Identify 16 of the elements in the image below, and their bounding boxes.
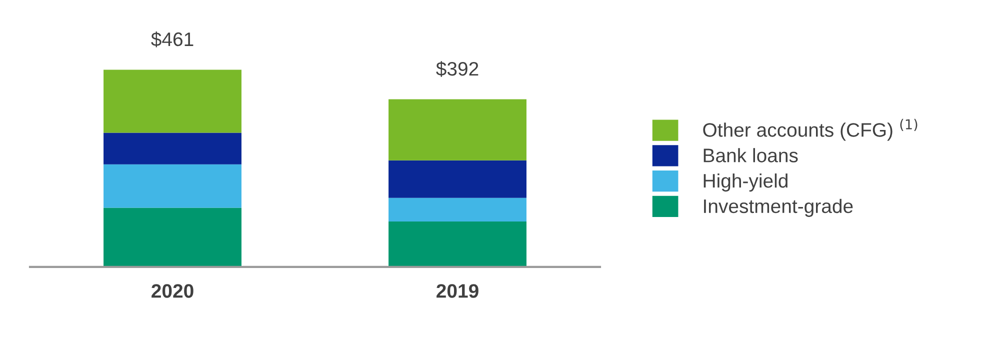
x-tick-label: 2019 [436,284,478,298]
bar [388,222,526,267]
legend-label: Investment-grade [704,198,853,217]
bar [104,208,242,267]
bar [388,198,526,222]
legend-label: Other accounts (CFG) $^{(1)}$ [703,118,918,141]
annotation: $461 [151,32,194,48]
bar [388,160,526,198]
bar [104,164,242,208]
legend-label: High-yield [704,173,788,192]
annotation: $392 [436,61,478,77]
x-tick-label: 2020 [152,284,194,298]
legend-label: Bank loans [704,148,798,162]
bar [104,70,242,133]
bar [388,99,526,160]
bar [104,132,242,164]
